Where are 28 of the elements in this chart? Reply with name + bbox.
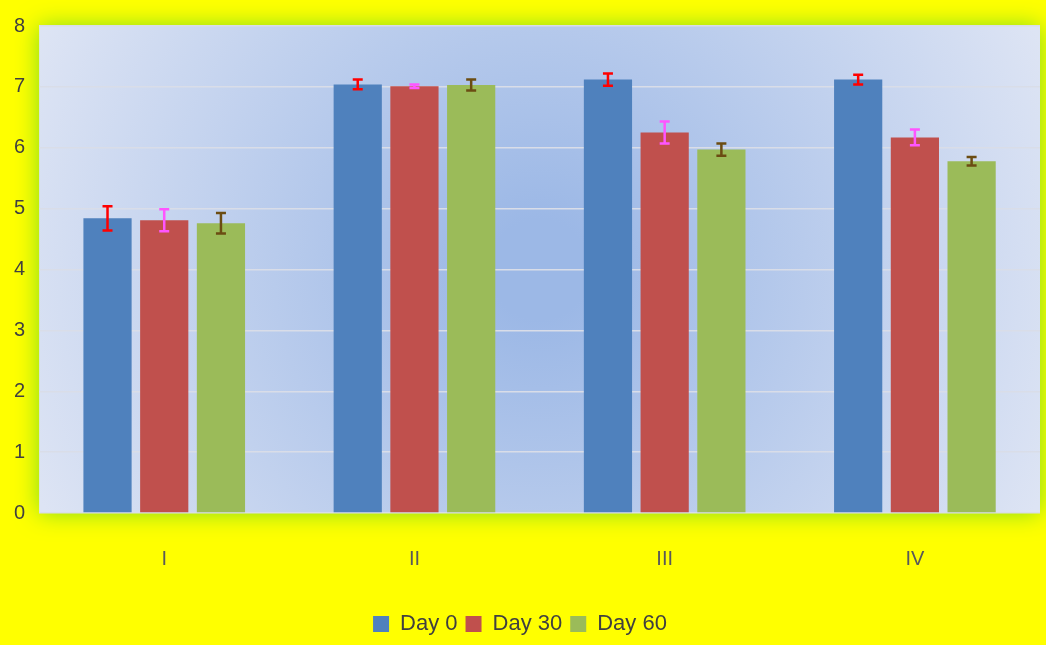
legend-label: Day 30 bbox=[492, 610, 563, 636]
y-tick-label: 8 bbox=[14, 13, 26, 36]
y-tick-label: 0 bbox=[14, 500, 26, 523]
bar bbox=[196, 223, 246, 513]
bar bbox=[333, 84, 382, 513]
bar bbox=[583, 79, 633, 513]
y-tick-label: 3 bbox=[14, 317, 26, 340]
bar bbox=[947, 161, 996, 513]
bar bbox=[640, 132, 689, 513]
y-tick-label: 6 bbox=[14, 135, 26, 158]
y-tick-label: 5 bbox=[14, 196, 26, 219]
y-tick-label: 4 bbox=[14, 257, 26, 280]
bar bbox=[447, 85, 496, 513]
x-tick-label: II bbox=[408, 546, 421, 569]
x-tick-label: III bbox=[656, 546, 674, 569]
bar bbox=[697, 149, 746, 513]
legend-label: Day 0 bbox=[400, 610, 458, 636]
bar bbox=[140, 220, 189, 513]
x-tick-label: I bbox=[161, 546, 168, 569]
y-tick-label: 1 bbox=[14, 439, 26, 462]
bar bbox=[83, 218, 132, 513]
bar bbox=[834, 79, 883, 513]
bar bbox=[390, 86, 439, 513]
bar bbox=[890, 137, 939, 513]
y-tick-label: 2 bbox=[14, 378, 26, 401]
y-tick-label: 7 bbox=[14, 74, 26, 97]
x-tick-label: IV bbox=[905, 546, 925, 569]
legend-label: Day 60 bbox=[597, 610, 667, 636]
